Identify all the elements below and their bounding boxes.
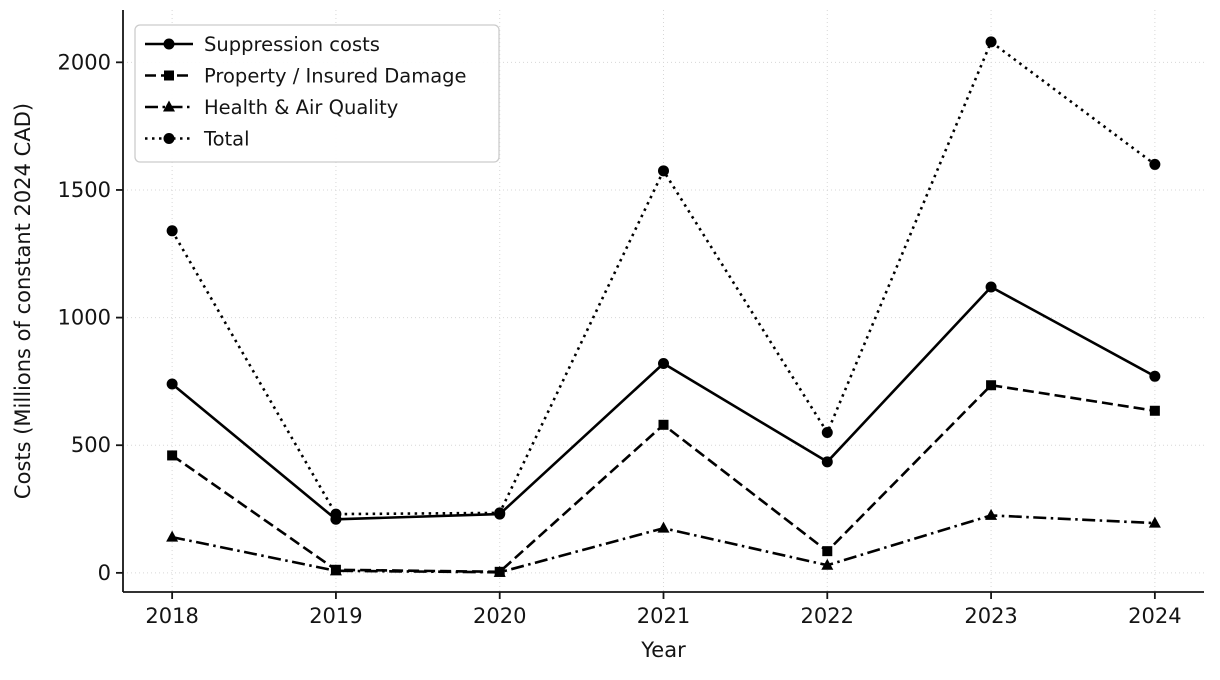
data-point-square <box>167 450 178 461</box>
legend-item: Total <box>145 128 250 151</box>
legend: Suppression costs Property / Insured Dama… <box>134 24 500 163</box>
data-point-square <box>1149 405 1160 416</box>
legend-label: Suppression costs <box>204 33 380 56</box>
data-point-square <box>658 419 669 430</box>
legend-label: Property / Insured Damage <box>204 65 467 88</box>
x-tick-label: 2018 <box>145 604 198 628</box>
data-point-triangle <box>1148 516 1161 528</box>
data-point-circle <box>163 133 175 144</box>
data-point-circle <box>494 507 506 519</box>
data-point-circle <box>330 508 342 520</box>
x-tick-label: 2020 <box>473 604 526 628</box>
data-point-circle <box>985 281 997 293</box>
data-point-circle <box>821 456 833 468</box>
data-point-circle <box>166 225 178 237</box>
data-point-triangle <box>657 521 670 533</box>
y-tick-label: 2000 <box>58 50 111 74</box>
data-point-circle <box>166 378 178 390</box>
y-tick-label: 0 <box>98 561 111 585</box>
legend-item: Health & Air Quality <box>145 96 398 119</box>
data-point-circle <box>658 358 669 370</box>
legend-item: Property / Insured Damage <box>145 65 467 88</box>
x-tick-label: 2022 <box>801 604 854 628</box>
data-point-circle <box>985 36 997 48</box>
x-tick-label: 2019 <box>309 604 362 628</box>
data-point-square <box>822 546 833 557</box>
data-point-square <box>164 70 174 81</box>
y-axis-label: Costs (Millions of constant 2024 CAD) <box>11 103 35 499</box>
data-point-triangle <box>166 530 179 542</box>
data-point-circle <box>163 38 175 50</box>
legend-item: Suppression costs <box>145 33 380 56</box>
data-point-triangle <box>493 565 506 577</box>
data-point-triangle <box>163 100 175 112</box>
x-tick-label: 2021 <box>637 604 690 628</box>
data-point-square <box>986 380 997 391</box>
axes-layer: 0 500 1000 1500 2000 2018 2019 2020 2021 2022 2023… <box>58 10 1204 628</box>
data-point-circle <box>821 426 833 438</box>
legend-label: Total <box>203 128 250 151</box>
y-tick-label: 500 <box>71 433 111 457</box>
y-tick-label: 1500 <box>58 178 111 202</box>
x-tick-label: 2024 <box>1128 604 1181 628</box>
series-layer <box>166 36 1161 577</box>
data-point-circle <box>658 165 669 177</box>
legend-label: Health & Air Quality <box>204 96 398 119</box>
data-point-triangle <box>985 508 998 520</box>
data-point-triangle <box>329 564 342 576</box>
data-point-circle <box>1149 158 1161 170</box>
data-point-triangle <box>821 558 834 570</box>
x-axis-label: Year <box>640 638 686 662</box>
legend-box <box>134 24 500 163</box>
data-point-circle <box>1149 370 1161 382</box>
x-tick-label: 2023 <box>964 604 1017 628</box>
y-tick-label: 1000 <box>58 306 111 330</box>
series-line-suppression-costs <box>171 285 1156 521</box>
